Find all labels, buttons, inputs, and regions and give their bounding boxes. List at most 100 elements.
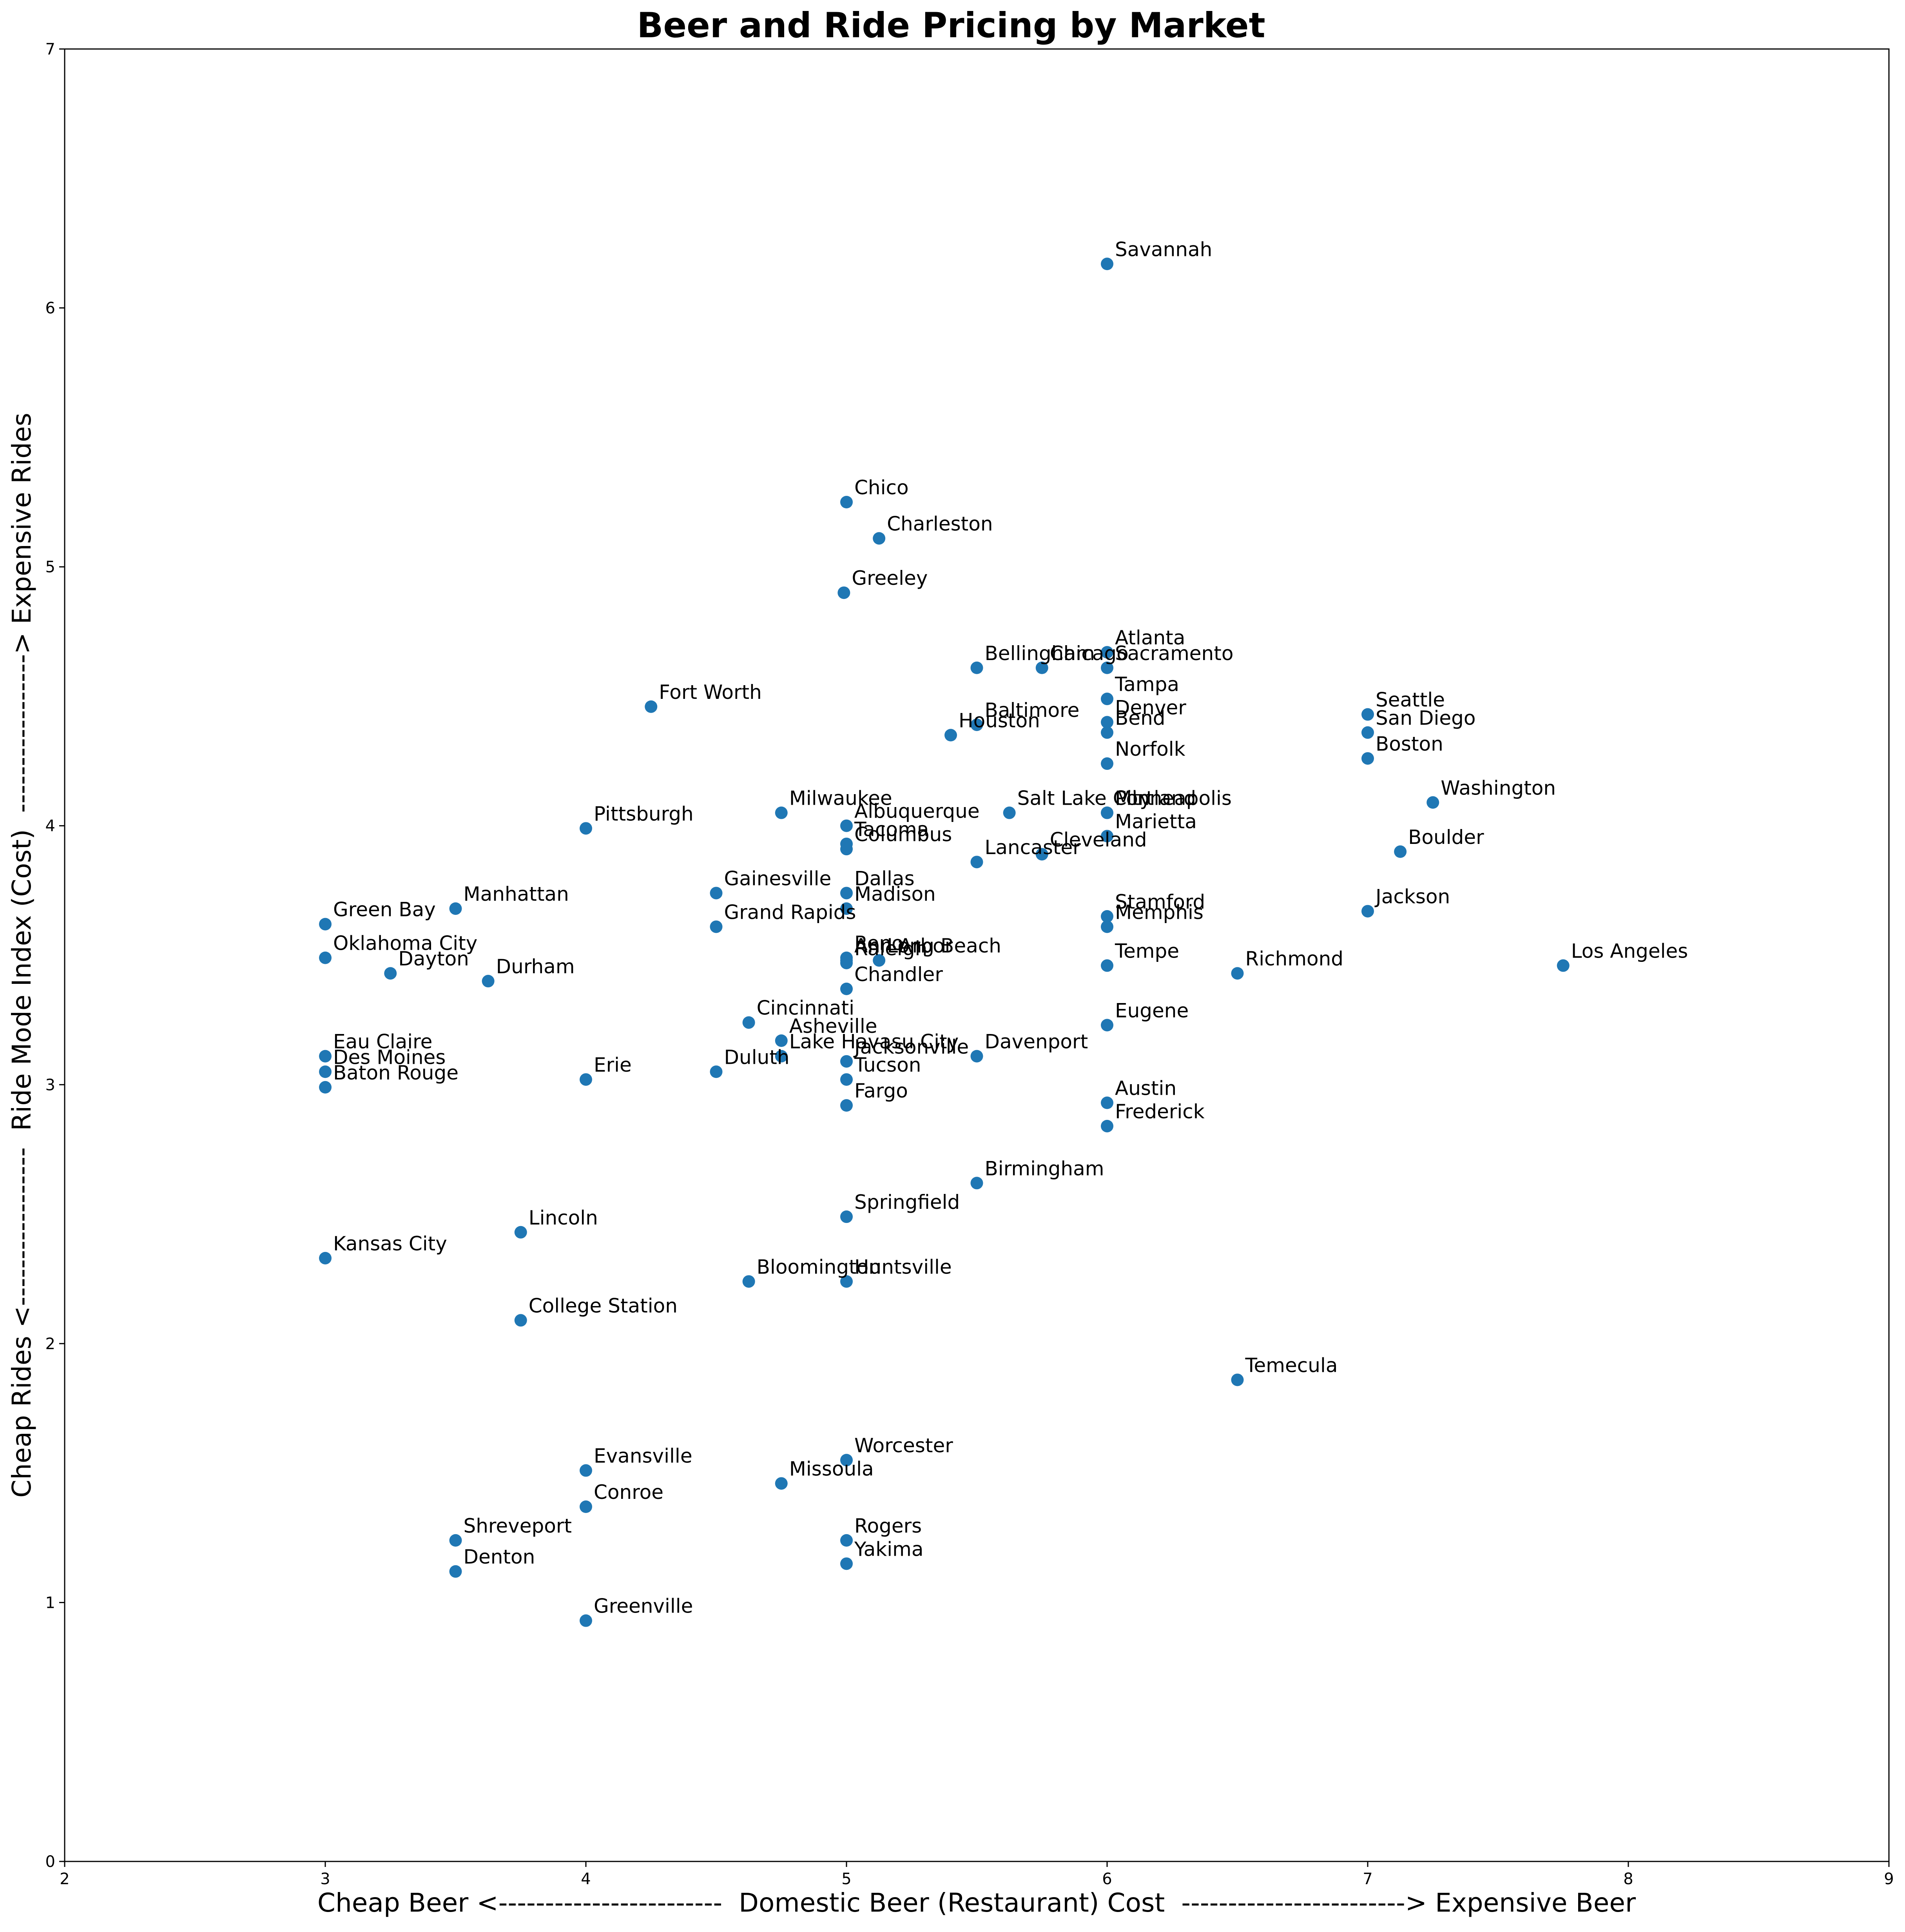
data-point-evansville [580, 1464, 592, 1477]
point-label-tempe: Tempe [1115, 940, 1179, 962]
point-label-dallas: Dallas [854, 867, 915, 890]
data-point-rogers [840, 1534, 853, 1547]
point-label-seattle: Seattle [1376, 689, 1445, 711]
data-point-sacramento [1101, 661, 1113, 674]
point-label-fort-worth: Fort Worth [659, 681, 762, 704]
data-point-temecula [1231, 1373, 1244, 1386]
point-label-yakima: Yakima [854, 1538, 924, 1560]
point-label-fargo: Fargo [854, 1079, 908, 1102]
point-label-albuquerque: Albuquerque [854, 800, 980, 823]
point-label-sacramento: Sacramento [1115, 642, 1233, 665]
point-label-minneapolis: Minneapolis [1115, 787, 1232, 810]
data-point-yakima [840, 1557, 853, 1570]
point-label-bellingham: Bellingham [985, 642, 1095, 665]
data-point-gainesville [710, 887, 723, 900]
data-point-frederick [1101, 1119, 1113, 1132]
point-label-marietta: Marietta [1115, 810, 1197, 833]
data-point-minneapolis [1101, 806, 1113, 819]
point-label-greenville: Greenville [594, 1595, 693, 1618]
point-label-charleston: Charleston [887, 512, 993, 535]
x-tick-label: 5 [841, 1870, 851, 1888]
data-point-tempe [1101, 959, 1113, 972]
point-label-chico: Chico [854, 476, 909, 499]
data-point-davenport [970, 1050, 983, 1063]
point-label-des-moines: Des Moines [333, 1046, 446, 1068]
point-label-jacksonville: Jacksonville [853, 1036, 969, 1058]
data-point-asheville [775, 1034, 788, 1047]
data-point-eau-claire [319, 1050, 332, 1063]
data-point-stamford [1101, 910, 1113, 923]
data-point-lake-havasu-city [775, 1050, 788, 1063]
point-label-madison: Madison [854, 883, 936, 905]
plot-frame [64, 48, 1890, 1862]
data-point-marietta [1101, 830, 1113, 843]
data-point-conroe [580, 1500, 592, 1513]
data-point-lincoln [514, 1226, 527, 1239]
data-point-atlanta [1101, 646, 1113, 659]
point-label-temecula: Temecula [1245, 1354, 1338, 1377]
point-label-atlanta: Atlanta [1115, 626, 1185, 649]
point-label-college-station: College Station [529, 1294, 678, 1317]
data-point-lancaster [970, 856, 983, 869]
point-label-lake-havasu-city: Lake Havasu City [789, 1030, 959, 1053]
data-point-ann-arbor [840, 954, 853, 967]
point-label-salt-lake-city: Salt Lake City [1017, 787, 1151, 810]
data-point-fargo [840, 1099, 853, 1112]
labels-layer: Savannah Chico Charleston Greeley AtlantaChi… [333, 238, 1688, 1617]
point-label-norfolk: Norfolk [1115, 738, 1185, 760]
point-label-eugene: Eugene [1115, 999, 1189, 1022]
point-label-grand-rapids: Grand Rapids [724, 901, 856, 923]
data-point-san-diego [1361, 726, 1374, 739]
point-label-denver: Denver [1115, 696, 1186, 719]
data-point-washington [1426, 796, 1439, 809]
point-label-oklahoma-city: Oklahoma City [333, 932, 477, 955]
point-label-richmond: Richmond [1245, 947, 1344, 970]
chart-title: Beer and Ride Pricing by Market [637, 5, 1265, 45]
point-label-milwaukee: Milwaukee [789, 787, 892, 810]
x-tick-label: 3 [320, 1870, 330, 1888]
data-point-tampa [1101, 693, 1113, 706]
point-label-washington: Washington [1441, 776, 1556, 799]
y-tick-label: 5 [45, 558, 55, 576]
data-point-jackson [1361, 905, 1374, 918]
data-point-dayton [384, 967, 397, 980]
data-point-norfolk [1101, 757, 1113, 770]
point-label-durham: Durham [496, 955, 575, 978]
data-point-madison [840, 902, 853, 915]
point-label-kansas-city: Kansas City [333, 1232, 447, 1255]
data-point-grand-rapids [710, 920, 723, 933]
data-point-green-bay [319, 918, 332, 931]
y-tick-label: 7 [45, 40, 55, 58]
data-point-manhattan [449, 902, 462, 915]
point-label-duluth: Duluth [724, 1046, 790, 1068]
data-point-baltimore [970, 718, 983, 731]
point-label-green-bay: Green Bay [333, 898, 436, 921]
point-label-erie: Erie [594, 1054, 632, 1076]
point-label-boulder: Boulder [1408, 826, 1484, 849]
point-label-memphis: Memphis [1115, 901, 1204, 923]
x-tick-label: 2 [60, 1870, 69, 1888]
data-point-oklahoma-city [319, 951, 332, 964]
point-label-lancaster: Lancaster [985, 836, 1081, 859]
data-point-des-moines [319, 1065, 332, 1078]
data-point-bloomington [742, 1275, 755, 1288]
point-label-houston: Houston [959, 709, 1040, 732]
data-point-austin [1101, 1096, 1113, 1109]
data-point-duluth [710, 1065, 723, 1078]
point-label-chicago: Chicago [1050, 642, 1129, 665]
point-label-cincinnati: Cincinnati [757, 997, 854, 1020]
point-label-tucson: Tucson [854, 1054, 921, 1076]
data-point-chico [840, 496, 853, 508]
point-label-tampa: Tampa [1115, 673, 1179, 696]
point-label-los-angeles: Los Angeles [1571, 940, 1688, 962]
data-point-charleston [873, 532, 886, 545]
data-point-seattle [1361, 708, 1374, 721]
data-point-bend [1101, 726, 1113, 739]
data-point-greenville [580, 1614, 592, 1627]
data-point-durham [482, 975, 495, 988]
point-label-frederick: Frederick [1115, 1100, 1205, 1123]
point-label-reno: Reno [854, 932, 904, 955]
data-point-denver [1101, 716, 1113, 729]
point-label-missoula: Missoula [789, 1458, 874, 1480]
